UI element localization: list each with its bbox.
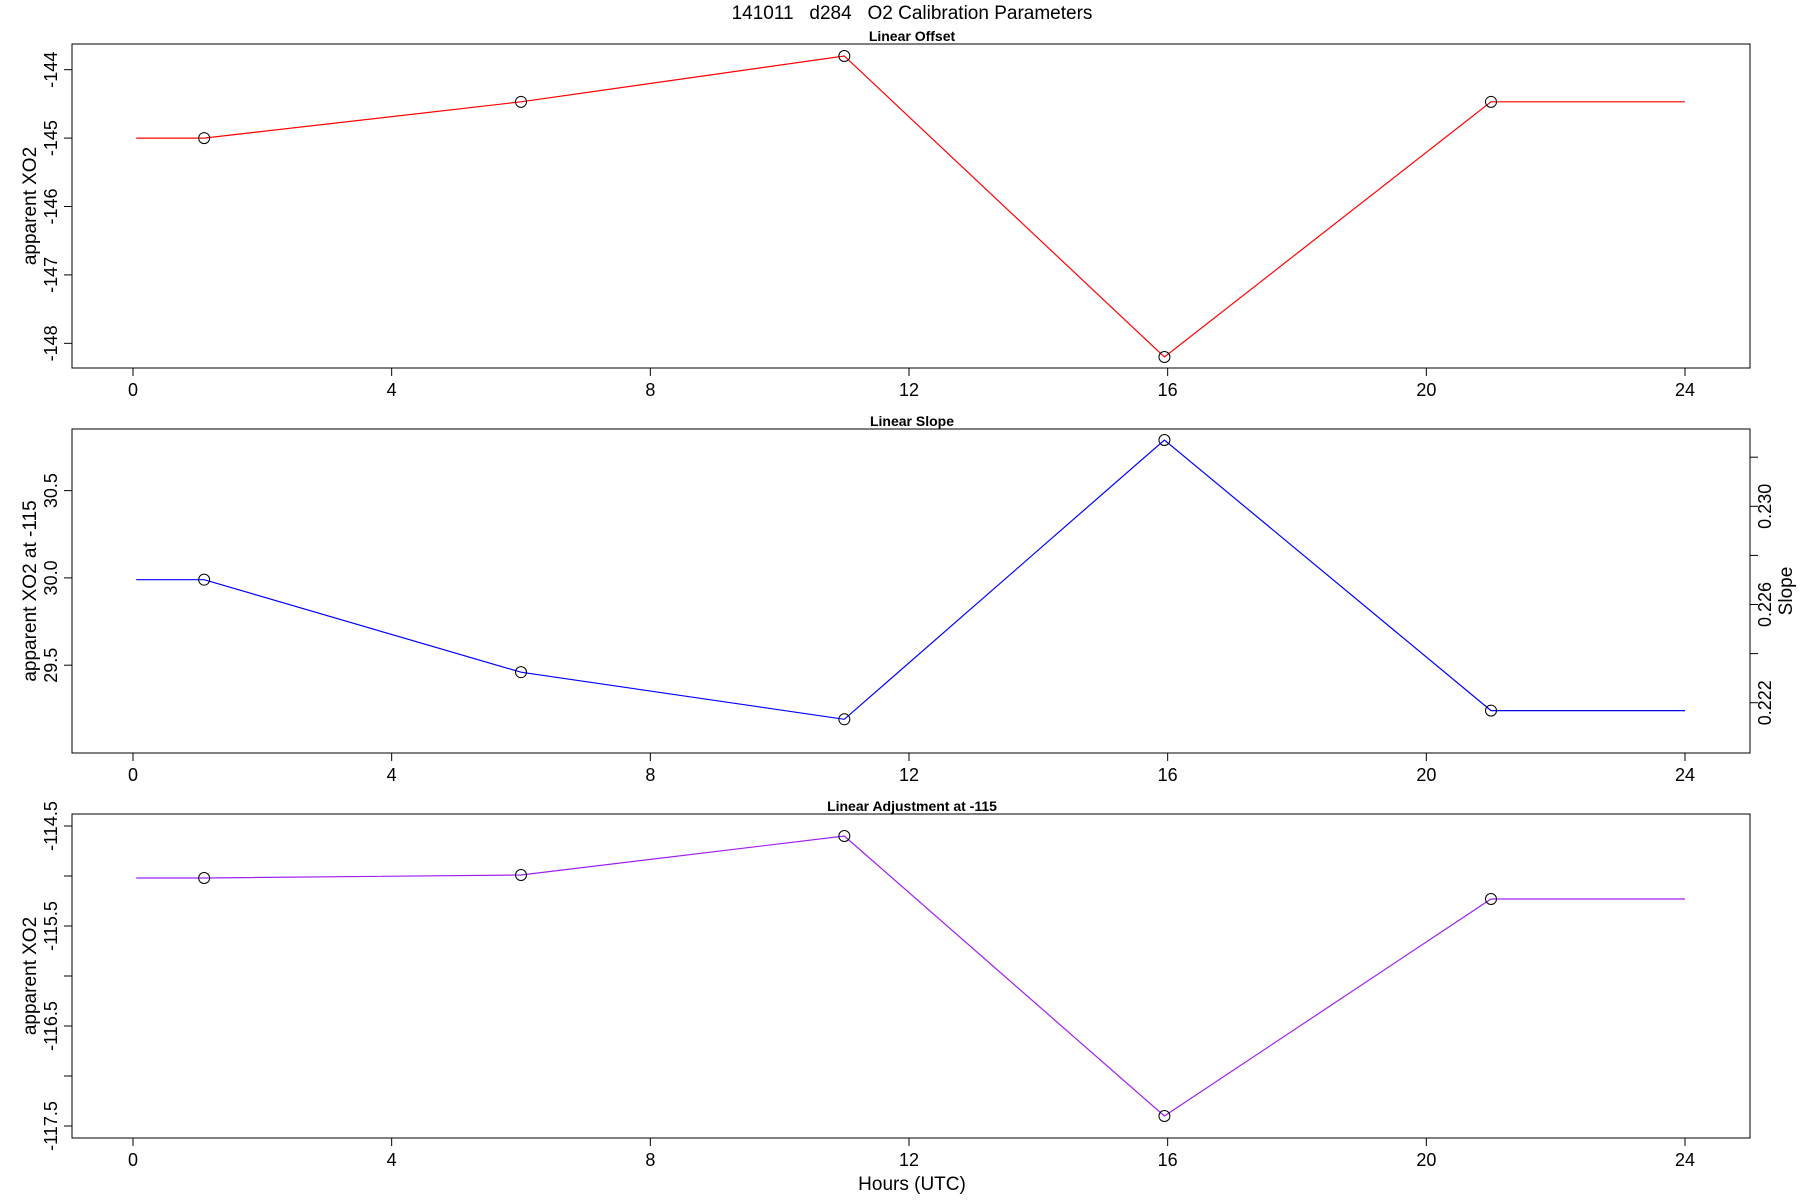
right-y-axis-label: Slope bbox=[1776, 567, 1797, 616]
data-point bbox=[838, 713, 851, 726]
x-tick-label: 16 bbox=[1158, 1150, 1178, 1170]
data-point bbox=[838, 830, 851, 842]
data-point bbox=[198, 132, 211, 145]
x-tick-label: 12 bbox=[899, 765, 919, 785]
right-y-tick-label: 0.226 bbox=[1755, 582, 1775, 627]
right-y-tick-label: 0.222 bbox=[1755, 680, 1775, 725]
data-point bbox=[838, 50, 851, 62]
y-tick-label: 30.5 bbox=[41, 473, 61, 508]
data-point bbox=[1485, 95, 1497, 108]
panel-1: Linear Offset 0 4 8 12 16 20 24 -148 -147 -146 -145… bbox=[20, 28, 1751, 400]
panel-title: Linear Offset bbox=[869, 28, 956, 44]
data-point bbox=[1158, 1110, 1171, 1122]
panel-3: Linear Adjustment at -115 0 4 8 12 16 20 24 -117… bbox=[20, 798, 1751, 1170]
x-tick-label: 16 bbox=[1158, 380, 1178, 400]
data-point bbox=[1158, 351, 1171, 363]
x-tick-label: 0 bbox=[128, 380, 138, 400]
plot-frame bbox=[71, 813, 1751, 1139]
x-tick-label: 20 bbox=[1416, 1150, 1436, 1170]
x-tick-label: 4 bbox=[387, 1150, 397, 1170]
x-tick-label: 8 bbox=[645, 765, 655, 785]
y-tick-label: -145 bbox=[41, 120, 61, 156]
y-tick-label: -117.5 bbox=[41, 1101, 61, 1151]
y-tick-label: -146 bbox=[41, 188, 61, 224]
y-tick-label: -148 bbox=[41, 325, 61, 361]
plot-frame bbox=[71, 428, 1751, 754]
x-tick-label: 0 bbox=[128, 1150, 138, 1170]
y-axis-label: apparent XO2 bbox=[20, 917, 41, 1035]
series-line bbox=[136, 439, 1685, 720]
figure-title: 141011 d284 O2 Calibration Parameters bbox=[732, 3, 1093, 24]
y-tick-label: 30.0 bbox=[41, 560, 61, 595]
y-tick-label: -147 bbox=[41, 257, 61, 293]
data-point bbox=[515, 95, 527, 108]
plot-frame bbox=[71, 43, 1751, 369]
data-point bbox=[198, 872, 211, 884]
data-point bbox=[515, 666, 527, 679]
panel-2: Linear Slope 0 4 8 12 16 20 24 29.5 30.0 30.5appar… bbox=[20, 413, 1797, 785]
y-tick-label: -115.5 bbox=[41, 901, 61, 951]
x-tick-label: 0 bbox=[128, 765, 138, 785]
panel-title: Linear Adjustment at -115 bbox=[827, 798, 997, 814]
data-point bbox=[198, 573, 211, 586]
x-tick-label: 16 bbox=[1158, 765, 1178, 785]
x-tick-label: 24 bbox=[1675, 380, 1695, 400]
series-line bbox=[136, 835, 1685, 1117]
y-tick-label: 29.5 bbox=[41, 648, 61, 683]
y-tick-label: -144 bbox=[41, 52, 61, 88]
chart-panels: Linear Offset 0 4 8 12 16 20 24 -148 -147 -146 -145… bbox=[20, 28, 1797, 1170]
x-tick-label: 24 bbox=[1675, 765, 1695, 785]
data-point bbox=[1485, 893, 1497, 905]
data-point bbox=[515, 869, 527, 881]
x-tick-label: 20 bbox=[1416, 380, 1436, 400]
data-point bbox=[1158, 434, 1171, 446]
data-point bbox=[1485, 704, 1497, 717]
right-y-tick-label: 0.230 bbox=[1755, 484, 1775, 529]
x-tick-label: 24 bbox=[1675, 1150, 1695, 1170]
x-tick-label: 4 bbox=[387, 765, 397, 785]
x-tick-label: 20 bbox=[1416, 765, 1436, 785]
series-line bbox=[136, 55, 1685, 358]
x-tick-label: 12 bbox=[899, 1150, 919, 1170]
panel-title: Linear Slope bbox=[870, 413, 954, 429]
x-tick-label: 4 bbox=[387, 380, 397, 400]
y-axis-label: apparent XO2 bbox=[20, 147, 41, 265]
y-tick-label: -114.5 bbox=[41, 801, 61, 851]
figure-xlabel: Hours (UTC) bbox=[858, 1174, 966, 1195]
x-tick-label: 12 bbox=[899, 380, 919, 400]
y-axis-label: apparent XO2 at -115 bbox=[20, 500, 41, 681]
x-tick-label: 8 bbox=[645, 380, 655, 400]
y-tick-label: -116.5 bbox=[41, 1001, 61, 1051]
x-tick-label: 8 bbox=[645, 1150, 655, 1170]
